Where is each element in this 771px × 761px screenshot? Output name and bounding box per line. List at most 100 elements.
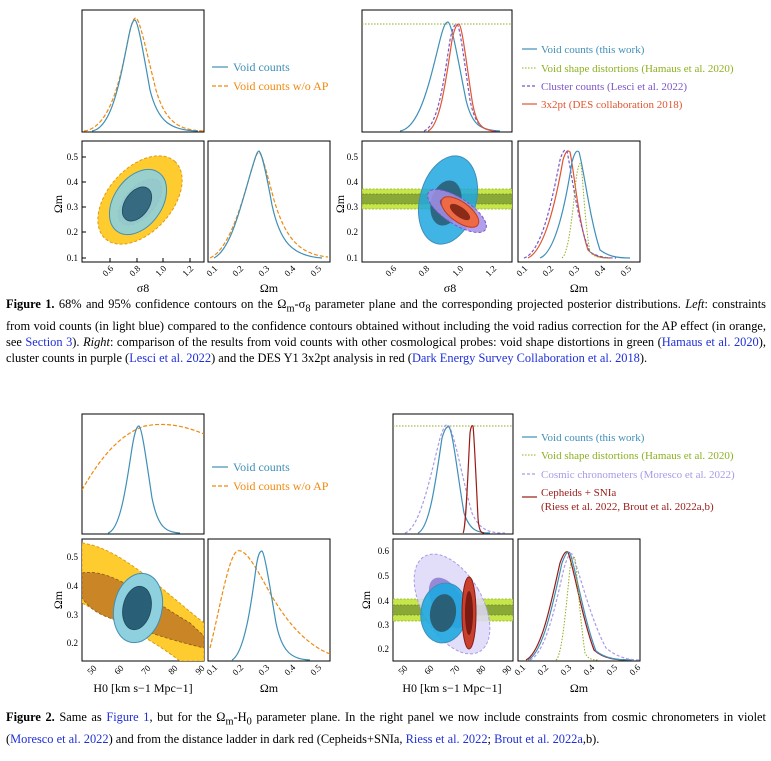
link-riess-2022[interactable]: Riess et al. 2022 <box>405 731 488 746</box>
fig1-left-2d-contours: 0.1 0.2 0.3 0.4 0.5 Ωm 0.6 0.8 1.0 1.2 σ… <box>51 140 205 295</box>
svg-text:0.4: 0.4 <box>67 581 79 591</box>
svg-text:1.2: 1.2 <box>180 263 195 278</box>
svg-text:70: 70 <box>448 663 462 677</box>
svg-text:0.5: 0.5 <box>308 662 323 677</box>
svg-text:Void counts (this work): Void counts (this work) <box>541 44 645 56</box>
fig1-right-sigma8-posterior <box>361 9 513 133</box>
fig2-om-xlabel: Ωm <box>260 681 279 695</box>
fig2-right-om-posterior: 0.1 0.2 0.3 0.4 0.5 0.6 Ωm <box>512 538 643 695</box>
svg-text:0.1: 0.1 <box>512 662 527 677</box>
fig2-right-2d-contours: 0.2 0.3 0.4 0.5 0.6 Ωm 50 60 70 80 90 H0… <box>359 538 514 695</box>
svg-text:1.0: 1.0 <box>153 263 168 278</box>
fig1-right-yticks: 0.1 0.2 0.3 0.4 0.5 <box>347 152 359 263</box>
fig1-right-xticks: 0.6 0.8 1.0 1.2 <box>383 263 498 278</box>
fig2-left-om-posterior: 0.1 0.2 0.3 0.4 0.5 Ωm <box>204 538 331 695</box>
svg-text:(Riess et al. 2022, Brout et a: (Riess et al. 2022, Brout et al. 2022a,b… <box>541 501 714 513</box>
svg-text:3x2pt (DES collaboration 2018): 3x2pt (DES collaboration 2018) <box>541 99 683 111</box>
svg-text:0.5: 0.5 <box>378 571 390 581</box>
fig1-left-sigma8-posterior <box>81 9 205 133</box>
svg-text:Void counts (this work): Void counts (this work) <box>541 432 645 444</box>
svg-text:1.2: 1.2 <box>483 263 498 278</box>
svg-text:0.1: 0.1 <box>204 263 219 278</box>
svg-text:Cosmic chronometers (Moresco e: Cosmic chronometers (Moresco et al. 2022… <box>541 469 735 481</box>
link-brout-2022[interactable]: Brout et al. 2022a <box>494 731 583 746</box>
link-moresco-2022[interactable]: Moresco et al. 2022 <box>10 731 109 746</box>
fig2-left-2d-contours: 0.2 0.3 0.4 0.5 Ωm 50 60 70 80 90 H0 [km… <box>51 538 207 695</box>
svg-text:50: 50 <box>396 663 410 677</box>
svg-text:0.2: 0.2 <box>67 227 78 237</box>
fig2-right-h0-posterior <box>392 413 514 535</box>
svg-text:0.1: 0.1 <box>204 662 219 677</box>
fig1-left-xticks: 0.6 0.8 1.0 1.2 <box>100 258 195 278</box>
link-des-2018[interactable]: Dark Energy Survey Collaboration et al. … <box>411 351 640 366</box>
fig2-om-xticks: 0.1 0.2 0.3 0.4 0.5 <box>204 662 323 677</box>
svg-text:0.1: 0.1 <box>514 263 529 278</box>
svg-text:0.5: 0.5 <box>67 552 79 562</box>
svg-text:0.2: 0.2 <box>535 662 550 677</box>
svg-text:0.5: 0.5 <box>347 152 359 162</box>
fig1-left-yticks: 0.1 0.2 0.3 0.4 0.5 <box>67 152 86 263</box>
fig2-right-ylabel: Ωm <box>359 590 373 609</box>
link-figure-1[interactable]: Figure 1 <box>106 710 150 724</box>
fig2-left-legend: Void counts Void counts w/o AP <box>212 460 329 493</box>
svg-text:Cluster counts (Lesci et al. 2: Cluster counts (Lesci et al. 2022) <box>541 81 687 93</box>
svg-text:0.3: 0.3 <box>256 662 271 677</box>
svg-text:0.4: 0.4 <box>282 662 297 677</box>
fig1-right-om-xlabel: Ωm <box>570 281 589 295</box>
fig2-left-xlabel: H0 [km s−1 Mpc−1] <box>93 681 192 695</box>
svg-text:0.3: 0.3 <box>378 620 390 630</box>
svg-text:0.3: 0.3 <box>256 263 271 278</box>
svg-text:0.3: 0.3 <box>566 263 581 278</box>
svg-text:0.6: 0.6 <box>627 662 642 677</box>
svg-text:0.3: 0.3 <box>558 662 573 677</box>
fig1-om-xlabel: Ωm <box>260 281 279 295</box>
svg-text:0.5: 0.5 <box>67 152 79 162</box>
svg-text:0.1: 0.1 <box>347 253 358 263</box>
fig2-right-om-xticks: 0.1 0.2 0.3 0.4 0.5 0.6 <box>512 662 642 677</box>
svg-text:0.4: 0.4 <box>581 662 596 677</box>
fig1-left-om-posterior: 0.1 0.2 0.3 0.4 0.5 Ωm <box>204 140 331 295</box>
fig1-right-ylabel: Ωm <box>333 194 347 213</box>
fig1-om-xticks: 0.1 0.2 0.3 0.4 0.5 <box>204 263 323 278</box>
svg-text:0.4: 0.4 <box>347 177 359 187</box>
fig2-left-h0-posterior <box>81 413 205 535</box>
fig2-left-xticks: 50 60 70 80 90 <box>85 663 207 677</box>
fig1-right-xlabel: σ8 <box>444 281 456 295</box>
svg-text:Void shape distortions (Hamaus: Void shape distortions (Hamaus et al. 20… <box>541 63 734 75</box>
svg-text:0.3: 0.3 <box>67 202 79 212</box>
svg-text:0.8: 0.8 <box>416 263 431 278</box>
svg-text:0.4: 0.4 <box>592 263 607 278</box>
link-hamaus-2020[interactable]: Hamaus et al. 2020 <box>661 335 759 350</box>
svg-text:1.0: 1.0 <box>450 263 465 278</box>
svg-text:0.3: 0.3 <box>347 202 359 212</box>
fig1-right-legend: Void counts (this work) Void shape disto… <box>522 44 734 111</box>
fig2-right-xticks: 50 60 70 80 90 <box>396 663 514 677</box>
fig2-right-yticks: 0.2 0.3 0.4 0.5 0.6 <box>378 546 390 654</box>
svg-text:0.8: 0.8 <box>127 263 142 278</box>
fig1-right-om-posterior: 0.1 0.2 0.3 0.4 0.5 Ωm <box>514 140 641 295</box>
fig1-legend-void: Void counts <box>233 60 290 74</box>
figure-2: Void counts Void counts w/o AP 0.2 0.3 0… <box>51 413 735 695</box>
svg-text:60: 60 <box>422 663 436 677</box>
svg-text:80: 80 <box>474 663 488 677</box>
svg-text:0.1: 0.1 <box>67 253 78 263</box>
svg-text:0.5: 0.5 <box>618 263 633 278</box>
fig2-right-om-xlabel: Ωm <box>570 681 589 695</box>
fig1-right-2d-contours: 0.1 0.2 0.3 0.4 0.5 Ωm 0.6 0.8 1.0 1.2 σ… <box>333 140 513 295</box>
fig1-right-om-xticks: 0.1 0.2 0.3 0.4 0.5 <box>514 263 633 278</box>
fig2-right-legend: Void counts (this work) Void shape disto… <box>522 432 735 513</box>
figure-2-caption: Figure 2. Same as Figure 1, but for the … <box>6 710 766 746</box>
fig2-right-xlabel: H0 [km s−1 Mpc−1] <box>402 681 501 695</box>
link-section-3[interactable]: Section 3 <box>25 335 73 350</box>
svg-text:Void counts w/o AP: Void counts w/o AP <box>233 479 329 493</box>
fig2-left-yticks: 0.2 0.3 0.4 0.5 <box>67 552 79 648</box>
svg-text:70: 70 <box>139 663 153 677</box>
svg-text:0.6: 0.6 <box>378 546 390 556</box>
fig1-left-legend: Void counts Void counts w/o AP <box>212 60 329 93</box>
link-lesci-2022[interactable]: Lesci et al. 2022 <box>129 351 212 366</box>
svg-text:0.4: 0.4 <box>378 596 390 606</box>
svg-text:0.6: 0.6 <box>100 263 115 278</box>
svg-text:0.6: 0.6 <box>383 263 398 278</box>
svg-text:0.2: 0.2 <box>540 263 555 278</box>
svg-text:0.3: 0.3 <box>67 610 79 620</box>
